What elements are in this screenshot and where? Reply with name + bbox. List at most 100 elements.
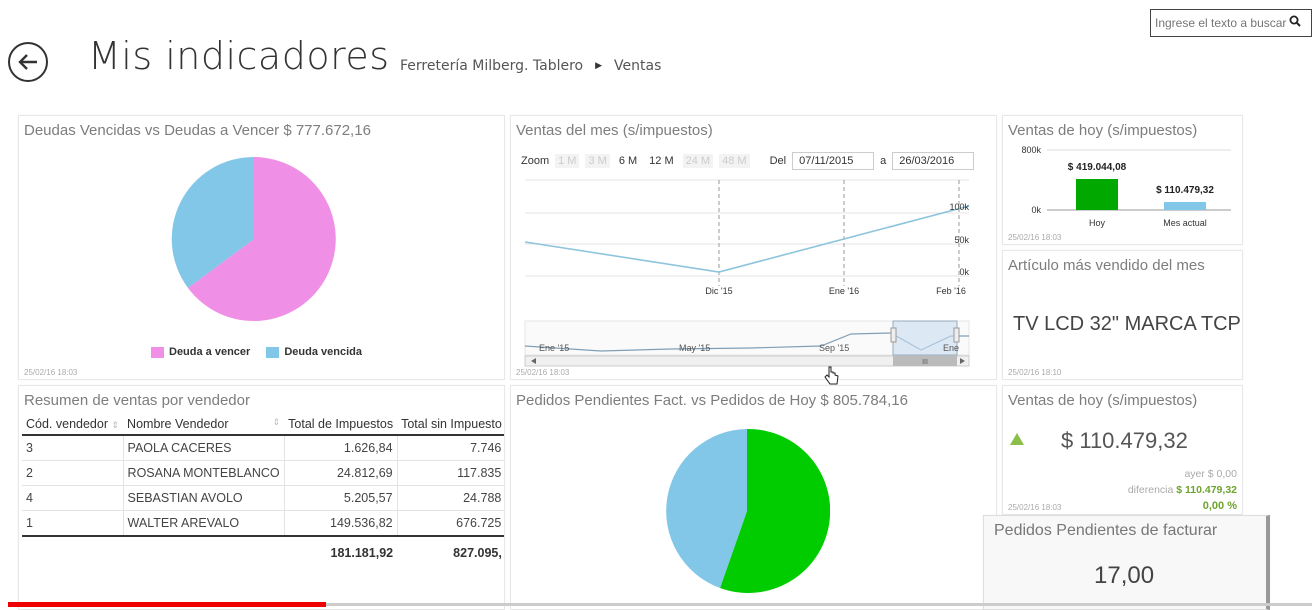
scroll-left-arrow-icon[interactable]	[531, 358, 536, 364]
navigator-handle-left[interactable]	[890, 327, 897, 343]
panel-ventas-hoy-kpi: Ventas de hoy (s/impuestos) $ 110.479,32…	[1002, 385, 1243, 515]
column-header-label: Cód. vendedor	[26, 417, 109, 431]
cell-total-impuestos: 24.812,69	[284, 460, 398, 486]
pie-slice-pedidos-de-hoy[interactable]	[666, 429, 747, 588]
timestamp: 25/02/16 18:03	[516, 368, 570, 377]
zoom-label: Zoom	[521, 155, 550, 167]
navigator-handle-right[interactable]	[953, 327, 960, 343]
legend-item[interactable]: Deuda vencida	[266, 346, 362, 358]
cell-codigo: 4	[22, 485, 124, 511]
panel-title: Deudas Vencidas vs Deudas a Vencer $ 777…	[24, 122, 371, 139]
navigator-tick-label: Sep '15	[819, 343, 849, 353]
x-tick-label: Feb '16	[936, 286, 966, 296]
a-label: a	[880, 155, 887, 167]
trend-up-icon	[1010, 433, 1024, 445]
timestamp: 25/02/16 18:10	[1008, 368, 1062, 377]
zoom-6m-button[interactable]: 6 M	[618, 155, 638, 167]
cell-total-sin-impuesto: 117.835	[397, 460, 504, 486]
navigator-tick-label: Ene '15	[539, 343, 569, 353]
breadcrumb-item-ventas[interactable]: Ventas	[614, 58, 662, 74]
legend-label: Deuda a vencer	[169, 346, 251, 358]
deudas-legend: Deuda a vencer Deuda vencida	[151, 346, 362, 358]
chevron-right-icon: ▶	[595, 61, 603, 71]
video-progress-remaining[interactable]	[326, 603, 1312, 606]
date-to-input[interactable]: 26/03/2016	[892, 152, 975, 170]
panel-title: Ventas de hoy (s/impuestos)	[1008, 122, 1198, 139]
table-row[interactable]: 1 WALTER AREVALO 149.536,82 676.725	[22, 510, 504, 537]
y-tick-label: 0k	[959, 267, 969, 277]
panel-title: Ventas del mes (s/impuestos)	[516, 122, 713, 139]
y-tick-label: 100k	[949, 202, 969, 212]
column-header-total-impuestos[interactable]: Total de Impuestos	[284, 414, 398, 436]
cell-nombre: PAOLA CACERES	[123, 435, 285, 461]
date-from-input[interactable]: 07/11/2015	[792, 152, 875, 170]
table-row[interactable]: 4 SEBASTIAN AVOLO 5.205,57 24.788	[22, 485, 504, 511]
ventas-mes-line-chart: 100k 50k 0k Dic '15 Ene '16 Feb '16 Ene …	[524, 179, 970, 367]
panel-ventas-hoy-bar: Ventas de hoy (s/impuestos) 800k 0k $ 41…	[1002, 115, 1243, 245]
vendedores-table: Cód. vendedor ⇕ Nombre Vendedor ⇕ Total …	[22, 414, 504, 565]
zoom-24m-button[interactable]: 24 M	[682, 154, 714, 168]
pie-slice-deuda-a-vencer[interactable]	[188, 157, 336, 321]
y-tick-label: 800k	[1021, 145, 1041, 155]
zoom-3m-button[interactable]: 3 M	[585, 154, 610, 168]
table-row[interactable]: 3 PAOLA CACERES 1.626,84 7.746	[22, 435, 504, 461]
x-tick-label: Ene '16	[829, 286, 859, 296]
search-icon[interactable]	[1289, 15, 1307, 31]
cell-total-impuestos: 149.536,82	[284, 510, 398, 537]
video-progress-played[interactable]	[8, 602, 326, 607]
timestamp: 25/02/16 18:03	[1008, 233, 1062, 242]
pie-slice-pedidos-pendientes[interactable]	[720, 428, 830, 593]
back-button[interactable]	[8, 42, 48, 82]
cell-codigo: 2	[22, 460, 124, 486]
table-totals-row: 181.181,92 827.095,	[22, 535, 504, 565]
scrollbar-thumb[interactable]	[893, 356, 957, 366]
hand-cursor-icon	[824, 366, 839, 385]
sort-icon[interactable]: ⇕	[111, 420, 120, 430]
timestamp: 25/02/16 18:03	[24, 368, 78, 377]
scrollbar-grip: III	[922, 359, 928, 366]
cell-nombre: WALTER AREVALO	[123, 510, 285, 537]
kpi-percent: 0,00 %	[1203, 500, 1237, 512]
cell-total-sin-impuesto: 7.746	[397, 435, 504, 461]
del-label: Del	[769, 155, 787, 167]
bar-hoy[interactable]	[1076, 179, 1118, 210]
cell-total-sin-impuesto: 676.725	[397, 510, 504, 537]
panel-resumen: Resumen de ventas por vendedor Cód. vend…	[18, 385, 505, 610]
column-header-codigo[interactable]: Cód. vendedor ⇕	[22, 414, 124, 436]
zoom-1m-button[interactable]: 1 M	[555, 154, 580, 168]
series-line[interactable]	[524, 205, 970, 273]
cell-total-impuestos: 5.205,57	[284, 485, 398, 511]
pie-slice-deuda-vencida[interactable]	[171, 156, 254, 288]
bar-value-label: $ 419.044,08	[1068, 162, 1127, 173]
sort-icon[interactable]: ⇕	[272, 417, 281, 427]
search-input[interactable]	[1151, 16, 1289, 30]
legend-item[interactable]: Deuda a vencer	[151, 346, 250, 358]
scroll-right-arrow-icon[interactable]	[960, 358, 965, 364]
cell-empty	[123, 535, 285, 565]
deudas-pie-chart	[171, 156, 336, 321]
search-box[interactable]	[1150, 9, 1312, 37]
page-title: Mis indicadores	[88, 34, 390, 78]
table-row[interactable]: 2 ROSANA MONTEBLANCO 24.812,69 117.835	[22, 460, 504, 486]
cell-total-impuestos: 1.626,84	[284, 435, 398, 461]
cell-codigo: 3	[22, 435, 124, 461]
kpi-percent-value: 0,00 %	[1202, 500, 1237, 512]
kpi-value: $ 110.479,32	[1061, 428, 1188, 453]
y-tick-label: 0k	[1031, 205, 1041, 215]
zoom-toolbar: Zoom 1 M 3 M 6 M 12 M 24 M 48 M Del 07/1…	[521, 152, 975, 170]
zoom-48m-button[interactable]: 48 M	[719, 154, 750, 168]
panel-pedidos: Pedidos Pendientes Fact. vs Pedidos de H…	[510, 385, 997, 610]
arrow-left-icon	[18, 54, 37, 70]
panel-title: Ventas de hoy (s/impuestos)	[1008, 392, 1198, 409]
column-header-nombre[interactable]: Nombre Vendedor ⇕	[123, 414, 285, 436]
zoom-12m-button[interactable]: 12 M	[649, 155, 674, 167]
breadcrumb-item-tablero[interactable]: Ferretería Milberg. Tablero	[400, 58, 584, 74]
cell-nombre: ROSANA MONTEBLANCO	[123, 460, 285, 486]
bar-mes-actual[interactable]	[1164, 202, 1206, 210]
navigator-scrollbar[interactable]	[524, 355, 970, 367]
panel-pendientes-facturar[interactable]: Pedidos Pendientes de facturar 17,00	[983, 515, 1270, 610]
ventas-hoy-bar-chart: 800k 0k $ 419.044,08 $ 110.479,32 Hoy Me…	[1021, 145, 1231, 228]
cell-empty	[22, 535, 124, 565]
navigator-tick-label: May '15	[679, 343, 710, 353]
column-header-total-sin-impuesto[interactable]: Total sin Impuesto	[397, 414, 504, 436]
